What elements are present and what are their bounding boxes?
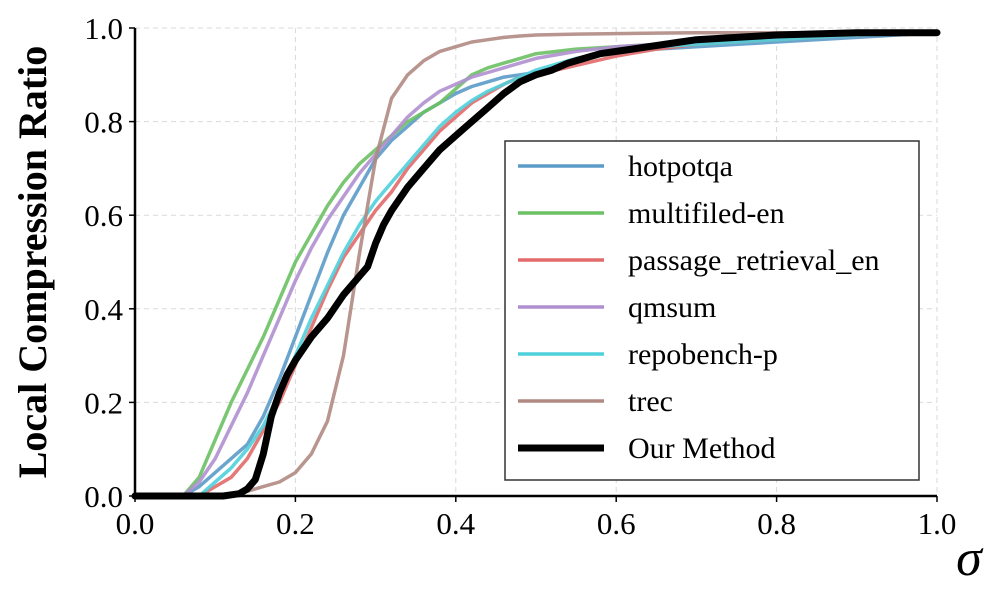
legend-label: trec [628, 385, 673, 418]
x-tick-label: 0.6 [597, 506, 636, 541]
y-tick-label: 0.0 [84, 479, 123, 514]
series-line-passage-retrieval-en [133, 30, 939, 498]
x-tick-label: 0.4 [436, 506, 475, 541]
y-tick-label: 0.4 [84, 292, 123, 327]
x-tick-label: 0.8 [757, 506, 796, 541]
legend-label: passage_retrieval_en [628, 244, 880, 277]
y-tick-label: 0.6 [84, 198, 123, 233]
y-tick-label: 0.2 [84, 385, 123, 420]
legend-label: qmsum [628, 291, 716, 324]
legend-items: hotpotqa multifiled-en passage_retrieval_e… [518, 150, 880, 465]
y-tick-label: 0.8 [84, 105, 123, 140]
legend-label: Our Method [628, 432, 775, 465]
tick-labels: 0.0 0.2 0.4 0.6 0.8 1.0 0.0 0.2 0.4 0.6 0.8 1.0 [84, 11, 956, 541]
series-line-our-method [131, 29, 941, 500]
series-lines [131, 29, 941, 500]
y-tick-label: 1.0 [84, 11, 123, 46]
legend-frame [504, 140, 920, 481]
x-tick-label: 1.0 [918, 506, 957, 541]
x-tick-label: 0.0 [116, 506, 155, 541]
x-tick-label: 0.2 [276, 506, 315, 541]
axes [129, 27, 938, 502]
legend-label: multifiled-en [628, 197, 785, 230]
y-axis-label: Local Compression Ratio [10, 46, 55, 479]
series-line-trec [133, 30, 939, 498]
legend-label: repobench-p [628, 338, 778, 371]
legend-label: hotpotqa [628, 150, 733, 183]
legend: hotpotqa multifiled-en passage_retrieval_e… [504, 140, 920, 481]
x-axis-label: σ [956, 530, 984, 587]
